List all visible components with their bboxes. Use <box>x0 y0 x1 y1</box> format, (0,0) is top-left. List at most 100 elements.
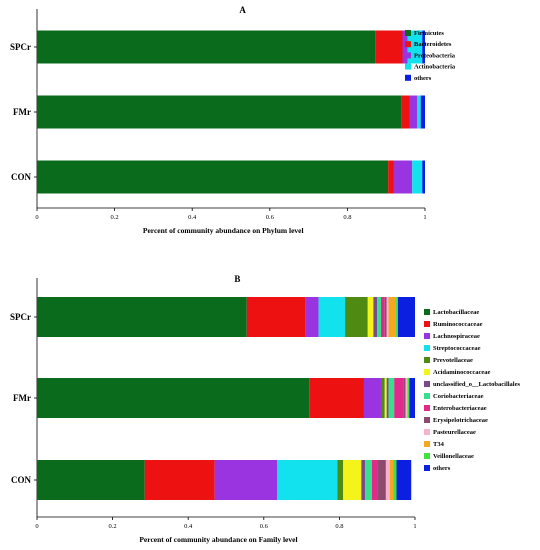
legend-entry: others <box>414 75 432 82</box>
bar-segment-coriobacteriaceae <box>365 460 372 500</box>
bar-segment-prevotellaceae <box>345 297 368 337</box>
legend-swatch <box>424 357 430 363</box>
legend-swatch <box>424 429 430 435</box>
bar-segment-prevotellaceae <box>337 460 344 500</box>
legend-entry: others <box>433 465 451 472</box>
bar-segment-lactobacillaceae <box>37 297 247 337</box>
bar-segment-others <box>409 378 415 418</box>
bar-segment-enterobacteriaceae <box>371 460 378 500</box>
legend-swatch <box>405 52 411 59</box>
bar-segment-veillonellaceae <box>407 378 410 418</box>
bar-segment-firmicutes <box>37 160 389 194</box>
legend-entry: T34 <box>433 441 445 448</box>
legend-entry: Streptococcaceae <box>433 345 481 352</box>
legend-entry: Enterobacteriaceae <box>433 405 487 412</box>
bar-segment-others <box>397 297 415 337</box>
legend-entry: Ruminococcaceae <box>433 321 483 328</box>
bar-segment-bacteroidetes <box>401 95 410 129</box>
legend-entry: Lactobacillaceae <box>433 309 479 316</box>
bar-segment-t34 <box>388 297 397 337</box>
legend-entry: Erysipelotrichaceae <box>433 417 488 424</box>
legend-swatch <box>424 321 430 327</box>
bar-segment-others <box>420 95 425 129</box>
legend-swatch <box>424 309 430 315</box>
bar-segment-acidaminococcaceae <box>384 378 387 418</box>
bar-segment-unclassified-o-lactobacillales <box>373 297 378 337</box>
bar-segment-actinobacteria <box>412 160 423 194</box>
bar-segment-lactobacillaceae <box>37 378 310 418</box>
x-tick-label: 0.4 <box>188 214 197 221</box>
bar-segment-lachnospiraceae <box>214 460 278 500</box>
bar-segment-actinobacteria <box>407 30 423 64</box>
legend-swatch <box>424 453 430 459</box>
legend-entry: Lachnospiraceae <box>433 333 480 340</box>
x-tick-label: 0.6 <box>266 214 275 221</box>
legend-swatch <box>405 63 411 70</box>
bar-segment-proteobacteria <box>393 160 413 194</box>
bar-segment-t34 <box>389 460 394 500</box>
x-tick-label: 0.6 <box>260 523 269 530</box>
x-tick-label: 1 <box>423 214 426 221</box>
legend-entry: Actinobacteria <box>414 64 456 71</box>
bar-segment-coriobacteriaceae <box>388 378 395 418</box>
legend: Lactobacillaceae Ruminococcaceae Lachnospi… <box>424 309 521 472</box>
legend-entry: Coriobacteriaceae <box>433 393 484 400</box>
legend-swatch <box>424 381 430 387</box>
x-tick-label: 0.2 <box>111 214 119 221</box>
bar-segment-ruminococcaceae <box>309 378 364 418</box>
bar-segment-acidaminococcaceae <box>343 460 362 500</box>
legend-entry: unclassified_o__Lactobacillales <box>433 381 521 388</box>
bar-segment-proteobacteria <box>409 95 418 129</box>
bar-segment-veillonellaceae <box>396 297 398 337</box>
bar-segment-lachnospiraceae <box>305 297 319 337</box>
legend-swatch <box>424 405 430 411</box>
legend-swatch <box>424 345 430 351</box>
x-tick-label: 0 <box>35 523 38 530</box>
chart-panel-b: B 0 0.2 0.4 0.6 0.8 1 Percent of community abun… <box>10 274 521 544</box>
legend-entry: Veillonellaceae <box>433 453 474 460</box>
bar-segment-erysipelotrichaceae <box>377 460 386 500</box>
legend-entry: Firmicutes <box>414 30 444 37</box>
bar-segment-enterobacteriaceae <box>380 297 385 337</box>
legend-swatch <box>424 465 430 471</box>
bar-segment-acidaminococcaceae <box>367 297 374 337</box>
legend-swatch <box>405 41 411 48</box>
x-tick-label: 1 <box>413 523 416 530</box>
legend-swatch <box>424 393 430 399</box>
x-axis-title: Percent of community abundance on Family… <box>139 535 297 544</box>
x-axis-title: Percent of community abundance on Phylum… <box>143 226 304 235</box>
legend-entry: Prevotellaceae <box>433 357 473 364</box>
category-label: CON <box>11 475 32 485</box>
x-tick-label: 0.4 <box>184 523 193 530</box>
panel-label: A <box>239 5 246 15</box>
bar-segment-pasteurellaceae <box>405 378 408 418</box>
bar-segment-lachnospiraceae <box>363 378 381 418</box>
legend: Firmicutes Bacteroidetes Proteobacteria Act… <box>405 30 456 82</box>
legend-swatch <box>424 417 430 423</box>
bar-segment-ruminococcaceae <box>246 297 306 337</box>
bar-segment-firmicutes <box>37 30 376 64</box>
bar-segment-coriobacteriaceae <box>377 297 381 337</box>
panel-label: B <box>234 274 240 284</box>
bar-segment-ruminococcaceae <box>144 460 215 500</box>
legend-swatch <box>424 369 430 375</box>
bar-segment-erysipelotrichaceae <box>384 297 387 337</box>
legend-swatch <box>405 30 411 36</box>
category-label: FMr <box>13 393 31 403</box>
legend-swatch <box>405 74 411 81</box>
bar-segment-streptococcaceae <box>277 460 338 500</box>
bar-segment-pasteurellaceae <box>385 460 390 500</box>
category-label: SPCr <box>10 312 31 322</box>
category-label: FMr <box>13 107 31 117</box>
legend-entry: Proteobacteria <box>414 52 456 59</box>
x-tick-label: 0.8 <box>343 214 351 221</box>
bar-segment-veillonellaceae <box>393 460 397 500</box>
legend-swatch <box>424 333 430 339</box>
bar-segment-firmicutes <box>37 95 402 129</box>
x-tick-label: 0.2 <box>109 523 117 530</box>
bar-segment-enterobacteriaceae <box>394 378 404 418</box>
bar-segment-unclassified-o-lactobacillales <box>386 378 389 418</box>
bar-segment-erysipelotrichaceae <box>403 378 406 418</box>
bar-segment-actinobacteria <box>417 95 421 129</box>
